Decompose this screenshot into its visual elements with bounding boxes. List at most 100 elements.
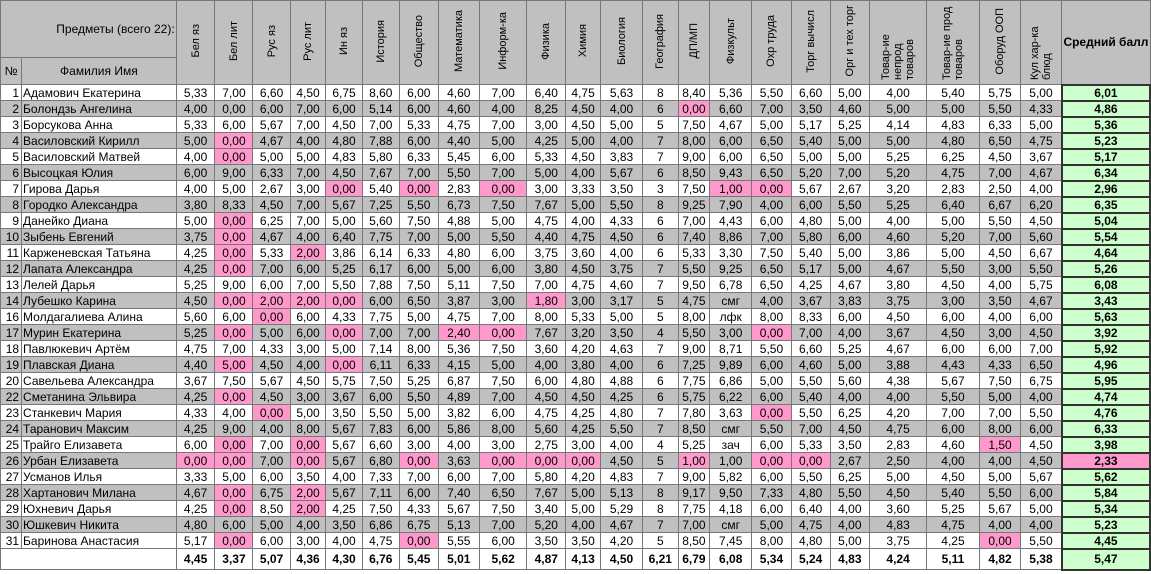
- grade-cell[interactable]: 5,40: [926, 484, 980, 501]
- grade-cell[interactable]: 4,20: [565, 468, 602, 485]
- row-number[interactable]: 24: [0, 420, 23, 437]
- grade-cell[interactable]: 7,00: [829, 164, 871, 181]
- grade-cell[interactable]: 4,50: [565, 100, 602, 117]
- average-cell[interactable]: 4,64: [1060, 243, 1151, 262]
- grade-cell[interactable]: 3,00: [526, 116, 567, 133]
- student-name[interactable]: Станкевич Мария: [21, 404, 177, 421]
- grade-cell[interactable]: 5,00: [565, 484, 602, 501]
- grade-cell[interactable]: 5,20: [926, 228, 980, 245]
- grade-cell[interactable]: 0,00: [175, 452, 216, 469]
- grade-cell[interactable]: 7,88: [361, 132, 400, 149]
- grade-cell[interactable]: 7,00: [751, 100, 792, 117]
- grade-cell[interactable]: 3,86: [325, 244, 363, 261]
- grade-cell[interactable]: 6,00: [751, 468, 792, 485]
- grade-cell[interactable]: 0,00: [214, 452, 254, 469]
- grade-cell[interactable]: 7,67: [526, 324, 567, 341]
- grade-cell[interactable]: 7,50: [751, 244, 792, 261]
- grade-cell[interactable]: 5,67: [926, 372, 980, 389]
- grade-cell[interactable]: 8,40: [677, 84, 711, 101]
- grade-cell[interactable]: 9,00: [677, 468, 711, 485]
- column-average[interactable]: 4,24: [869, 548, 928, 570]
- grade-cell[interactable]: 5,00: [289, 404, 327, 421]
- grade-cell[interactable]: 3,50: [790, 100, 831, 117]
- grade-cell[interactable]: 5,50: [926, 260, 980, 277]
- grade-cell[interactable]: 4,75: [790, 516, 831, 533]
- grade-cell[interactable]: 7,00: [790, 324, 831, 341]
- grade-cell[interactable]: 7: [641, 276, 679, 293]
- grade-cell[interactable]: 5,00: [478, 356, 528, 373]
- grade-cell[interactable]: 1,00: [677, 452, 711, 469]
- average-cell[interactable]: 4,74: [1060, 387, 1151, 406]
- average-cell[interactable]: 5,84: [1060, 483, 1151, 502]
- grade-cell[interactable]: 4,80: [565, 372, 602, 389]
- grade-cell[interactable]: 4,80: [600, 404, 643, 421]
- grade-cell[interactable]: 6,75: [325, 84, 363, 101]
- grade-cell[interactable]: 3,50: [289, 468, 327, 485]
- grade-cell[interactable]: зач: [709, 436, 753, 453]
- grade-cell[interactable]: 6,00: [709, 148, 753, 165]
- row-number[interactable]: 27: [0, 468, 23, 485]
- grade-cell[interactable]: 6,25: [252, 212, 291, 229]
- grade-cell[interactable]: 5,25: [829, 340, 871, 357]
- grade-cell[interactable]: 7: [641, 420, 679, 437]
- grade-cell[interactable]: 4,00: [252, 420, 291, 437]
- grade-cell[interactable]: 7: [641, 132, 679, 149]
- grade-cell[interactable]: 5,00: [926, 100, 980, 117]
- grade-cell[interactable]: 6,00: [1020, 308, 1063, 325]
- grade-cell[interactable]: 5,67: [325, 420, 363, 437]
- grade-cell[interactable]: 5,33: [677, 244, 711, 261]
- grade-cell[interactable]: 4,00: [869, 84, 928, 101]
- average-cell[interactable]: 3,98: [1060, 435, 1151, 454]
- average-cell[interactable]: 6,34: [1060, 163, 1151, 182]
- grade-cell[interactable]: 3,50: [565, 532, 602, 549]
- grade-cell[interactable]: 6,75: [252, 484, 291, 501]
- grade-cell[interactable]: 6,50: [751, 132, 792, 149]
- grade-cell[interactable]: 5,63: [600, 84, 643, 101]
- grade-cell[interactable]: 4,25: [565, 404, 602, 421]
- grade-cell[interactable]: 8,33: [790, 308, 831, 325]
- grade-cell[interactable]: 0,00: [214, 388, 254, 405]
- average-cell[interactable]: 5,26: [1060, 259, 1151, 278]
- grade-cell[interactable]: 5,60: [175, 308, 216, 325]
- grade-cell[interactable]: 4,00: [978, 308, 1022, 325]
- grade-cell[interactable]: 6,33: [252, 164, 291, 181]
- grade-cell[interactable]: 6,00: [398, 484, 439, 501]
- student-name[interactable]: Болондзь Ангелина: [21, 100, 177, 117]
- grade-cell[interactable]: 4,50: [325, 116, 363, 133]
- grade-cell[interactable]: 4,00: [1020, 516, 1063, 533]
- grade-cell[interactable]: 3,00: [289, 340, 327, 357]
- grade-cell[interactable]: 2,67: [829, 180, 871, 197]
- grade-cell[interactable]: 3,33: [565, 180, 602, 197]
- average-cell[interactable]: 3,43: [1060, 291, 1151, 310]
- grade-cell[interactable]: 4,00: [175, 180, 216, 197]
- grade-cell[interactable]: 4,00: [1020, 388, 1063, 405]
- grade-cell[interactable]: 5,00: [829, 132, 871, 149]
- grade-cell[interactable]: 7,14: [361, 340, 400, 357]
- grade-cell[interactable]: 5,00: [829, 244, 871, 261]
- grade-cell[interactable]: 5: [641, 308, 679, 325]
- grade-cell[interactable]: 3,60: [526, 340, 567, 357]
- grade-cell[interactable]: 4,75: [565, 276, 602, 293]
- grade-cell[interactable]: 4,20: [600, 532, 643, 549]
- student-name[interactable]: Василовский Матвей: [21, 148, 177, 165]
- grade-cell[interactable]: 7,90: [709, 196, 753, 213]
- grade-cell[interactable]: 5,80: [790, 228, 831, 245]
- grade-cell[interactable]: 5,80: [361, 148, 400, 165]
- grade-cell[interactable]: 5,00: [829, 212, 871, 229]
- grade-cell[interactable]: 5,50: [1020, 404, 1063, 421]
- grade-cell[interactable]: 6,00: [478, 404, 528, 421]
- grade-cell[interactable]: 4,75: [1020, 132, 1063, 149]
- grade-cell[interactable]: 5,45: [437, 148, 480, 165]
- average-cell[interactable]: 5,92: [1060, 339, 1151, 358]
- grade-cell[interactable]: 5,75: [978, 84, 1022, 101]
- grade-cell[interactable]: 9,25: [677, 196, 711, 213]
- average-cell[interactable]: 4,96: [1060, 355, 1151, 374]
- grade-cell[interactable]: 4,18: [709, 500, 753, 517]
- grade-cell[interactable]: 4,60: [790, 356, 831, 373]
- grade-cell[interactable]: 0,00: [398, 452, 439, 469]
- grade-cell[interactable]: смг: [709, 292, 753, 309]
- grade-cell[interactable]: 4: [641, 324, 679, 341]
- grade-cell[interactable]: 6,25: [829, 404, 871, 421]
- grade-cell[interactable]: 4,14: [869, 116, 928, 133]
- grade-cell[interactable]: 5,20: [869, 164, 928, 181]
